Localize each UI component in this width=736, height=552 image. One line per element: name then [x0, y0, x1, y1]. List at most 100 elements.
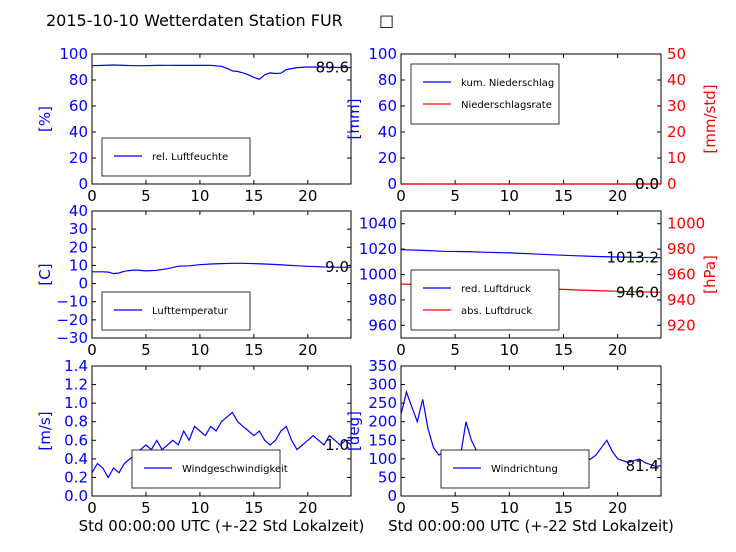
- y-axis-label: [mm]: [345, 99, 363, 140]
- y-tick-label: 1.0: [64, 394, 88, 412]
- x-tick-label: 15: [554, 499, 573, 517]
- y-axis-label: [%]: [36, 106, 54, 132]
- value-annotation: 1.0: [325, 436, 349, 454]
- x-tick-label: 0: [396, 187, 406, 205]
- x-tick-label: 10: [500, 499, 519, 517]
- y-right-tick-label: 920: [667, 316, 696, 334]
- y-tick-label: 0: [78, 275, 88, 293]
- x-axis-label: Std 00:00:00 UTC (+-22 Std Lokalzeit): [388, 517, 674, 535]
- y-right-tick-label: 0: [667, 175, 677, 193]
- legend-label: Windgeschwindigkeit: [182, 464, 288, 475]
- y-tick-label: −30: [56, 329, 88, 347]
- y-tick-label: 0: [387, 487, 397, 505]
- x-tick-label: 0: [87, 187, 97, 205]
- y-tick-label: 1040: [359, 215, 397, 233]
- x-tick-label: 20: [298, 187, 317, 205]
- y-tick-label: 1000: [359, 266, 397, 284]
- title-missing-glyph: □: [379, 11, 394, 30]
- x-tick-label: 0: [396, 499, 406, 517]
- x-tick-label: 15: [244, 499, 263, 517]
- legend-box: [410, 63, 560, 125]
- x-tick-label: 5: [141, 341, 151, 359]
- x-tick-label: 20: [298, 499, 317, 517]
- y-tick-label: 250: [368, 394, 397, 412]
- x-tick-label: 0: [87, 341, 97, 359]
- y-tick-label: 100: [59, 45, 88, 63]
- y-tick-label: −10: [56, 293, 88, 311]
- y-tick-label: 0.6: [64, 431, 88, 449]
- x-tick-label: 5: [450, 187, 460, 205]
- x-tick-label: 0: [396, 341, 406, 359]
- y-right-axis-label: [mm/std]: [701, 84, 719, 153]
- y-tick-label: 980: [368, 291, 397, 309]
- y-tick-label: 0.2: [64, 468, 88, 486]
- y-tick-label: 20: [69, 149, 88, 167]
- y-tick-label: 0.0: [64, 487, 88, 505]
- y-right-tick-label: 40: [667, 71, 686, 89]
- temperature-series-line-0: [92, 262, 351, 275]
- x-tick-label: 15: [554, 341, 573, 359]
- x-tick-label: 15: [244, 341, 263, 359]
- y-tick-label: 80: [378, 71, 397, 89]
- legend-label: abs. Luftdruck: [461, 306, 532, 317]
- y-right-tick-label: 940: [667, 291, 696, 309]
- y-right-tick-label: 960: [667, 266, 696, 284]
- y-tick-label: 20: [378, 149, 397, 167]
- y-right-tick-label: 980: [667, 240, 696, 258]
- y-tick-label: 960: [368, 316, 397, 334]
- y-tick-label: 80: [69, 71, 88, 89]
- x-tick-label: 20: [608, 187, 627, 205]
- y-tick-label: 0.4: [64, 450, 88, 468]
- humidity-series-line-0: [91, 64, 352, 80]
- pressure-panel: 0 5 10 15 20 960 980 1000 1020 1040 920 940 960 980 10…: [359, 210, 719, 359]
- y-right-axis-label: [hPa]: [701, 255, 719, 294]
- y-tick-label: 100: [368, 450, 397, 468]
- y-tick-label: 60: [69, 97, 88, 115]
- y-tick-label: 0.8: [64, 413, 88, 431]
- x-tick-label: 10: [190, 187, 209, 205]
- x-tick-label: 15: [244, 187, 263, 205]
- value-annotation: 9.0: [325, 258, 349, 276]
- y-right-tick-label: 30: [667, 97, 686, 115]
- value-annotation: 89.6: [316, 59, 349, 77]
- figure-title: 2015-10-10 Wetterdaten Station FUR: [46, 11, 343, 30]
- y-tick-label: 150: [368, 431, 397, 449]
- legend-label: Niederschlagsrate: [461, 100, 552, 111]
- legend-box: [101, 291, 251, 331]
- legend-label: rel. Luftfeuchte: [152, 152, 228, 163]
- legend-box: [131, 449, 281, 489]
- legend-label: red. Luftdruck: [461, 284, 531, 295]
- legend-label: kum. Niederschlag: [461, 78, 554, 89]
- y-axis-label: [C]: [36, 263, 54, 285]
- precipitation-panel: 0 5 10 15 20 0 20 40 60 80 100 0 10 20 30 40 50 [mm] [mm/s…: [345, 45, 719, 205]
- x-tick-label: 5: [141, 499, 151, 517]
- y-tick-label: 300: [368, 376, 397, 394]
- x-tick-label: 5: [450, 499, 460, 517]
- x-tick-label: 10: [500, 341, 519, 359]
- y-tick-label: 40: [69, 123, 88, 141]
- value-annotation: 1013.2: [607, 249, 660, 267]
- value-annotation: 946.0: [616, 283, 659, 301]
- y-tick-label: 50: [378, 468, 397, 486]
- y-tick-label: 40: [378, 123, 397, 141]
- legend-box: [101, 137, 251, 177]
- x-tick-label: 10: [500, 187, 519, 205]
- y-tick-label: −20: [56, 311, 88, 329]
- y-tick-label: 20: [69, 238, 88, 256]
- x-tick-label: 20: [298, 341, 317, 359]
- pressure-series-line-0: [400, 249, 662, 259]
- legend-label: Windrichtung: [491, 464, 558, 475]
- y-right-tick-label: 1000: [667, 215, 705, 233]
- x-tick-label: 20: [608, 341, 627, 359]
- y-tick-label: 60: [378, 97, 397, 115]
- y-axis-label: [m/s]: [36, 411, 54, 450]
- y-tick-label: 10: [69, 256, 88, 274]
- y-tick-label: 1.2: [64, 376, 88, 394]
- y-right-tick-label: 20: [667, 123, 686, 141]
- x-tick-label: 10: [190, 341, 209, 359]
- y-tick-label: 30: [69, 220, 88, 238]
- y-tick-label: 0: [78, 175, 88, 193]
